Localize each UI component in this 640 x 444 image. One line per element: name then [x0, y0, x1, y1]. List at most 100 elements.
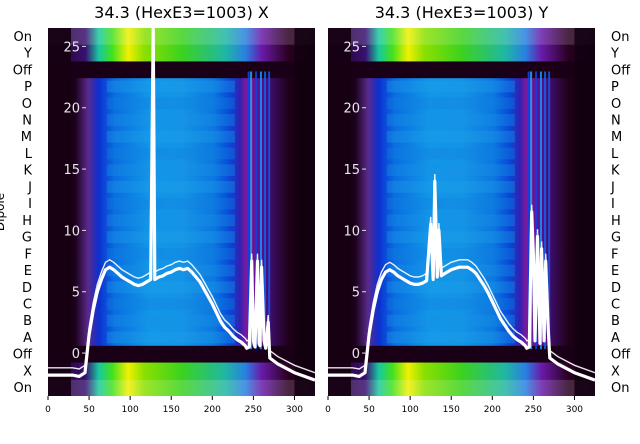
x-tick-label: 250 — [245, 405, 262, 415]
y-tick-label: B — [611, 314, 620, 329]
y-tick-label: X — [611, 364, 620, 379]
heatmap-row-off — [328, 61, 595, 79]
heatmap-cell — [386, 147, 515, 160]
y-tick-label: E — [24, 264, 32, 279]
y-tick-label: M — [611, 130, 622, 145]
y-tick-label: O — [22, 97, 32, 112]
x-tick-label: 300 — [286, 405, 303, 415]
heatmap-cell — [386, 80, 515, 93]
overlay-series-line — [328, 173, 595, 374]
heatmap-cell — [386, 197, 515, 210]
y-tick-label: J — [610, 180, 615, 195]
heatmap-row-on — [328, 379, 595, 396]
heatmap-cell — [106, 331, 235, 344]
heatmap-row-y — [328, 44, 595, 63]
y-tick-label: K — [611, 164, 620, 179]
heatmap-streak — [264, 71, 267, 350]
y-tick-label: O — [611, 97, 621, 112]
y-tick-label: L — [611, 147, 619, 162]
heatmap-row-x — [328, 362, 595, 380]
y-tick-label: D — [22, 281, 32, 296]
x-tick-label: 100 — [122, 405, 139, 415]
heatmap-panel-2 — [328, 28, 595, 396]
heatmap-row-x — [48, 362, 315, 380]
heatmap-dark-column — [48, 28, 72, 396]
overlay-tick-label: 10 — [63, 224, 80, 239]
overlay-tick-label: 25 — [343, 40, 360, 55]
x-tick-label: 200 — [484, 405, 501, 415]
x-tick-label: 0 — [325, 405, 331, 415]
heatmap-cell — [106, 130, 235, 143]
overlay-tick-label: 20 — [63, 102, 80, 117]
chart-title: 34.3 (HexE3=1003) X — [94, 3, 269, 22]
heatmap-panel-1 — [48, 28, 315, 396]
heatmap-dark-column — [328, 28, 352, 396]
y-tick-label: P — [611, 80, 619, 95]
x-tick-label: 50 — [363, 405, 375, 415]
heatmap-cell — [386, 314, 515, 327]
x-tick-label: 100 — [402, 405, 419, 415]
x-tick-label: 150 — [163, 405, 180, 415]
x-tick-label: 50 — [83, 405, 95, 415]
heatmap-dark-column — [574, 28, 595, 396]
x-tick-label: 150 — [443, 405, 460, 415]
heatmap-streak — [527, 71, 530, 350]
x-tick-label: 0 — [45, 405, 51, 415]
y-tick-label: A — [611, 331, 620, 346]
heatmap-row-on — [328, 28, 595, 46]
y-tick-label: A — [23, 331, 32, 346]
heatmap-cell — [106, 197, 235, 210]
overlay-tick-label: 5 — [352, 286, 360, 301]
y-tick-label: On — [611, 30, 629, 45]
y-tick-label: D — [611, 281, 621, 296]
y-tick-label: On — [14, 381, 32, 396]
overlay-tick-label: 20 — [343, 102, 360, 117]
y-tick-label: I — [611, 197, 615, 212]
heatmap-cell — [386, 114, 515, 126]
heatmap-row-on — [48, 379, 315, 396]
heatmap-cell — [386, 181, 515, 193]
heatmap-streak — [247, 71, 250, 350]
overlay-tick-label: 0 — [72, 347, 80, 362]
heatmap-row-off — [328, 345, 595, 364]
heatmap-streak — [268, 71, 271, 350]
y-tick-label: F — [25, 247, 32, 262]
y-tick-label: N — [611, 114, 621, 129]
overlay-series-line — [48, 28, 315, 374]
heatmap-cell — [106, 114, 235, 126]
y-tick-label: Off — [13, 63, 33, 78]
heatmap-cell — [106, 247, 235, 260]
y-tick-label: L — [25, 147, 33, 162]
overlay-tick-label: 0 — [352, 347, 360, 362]
heatmap-row-off — [48, 61, 315, 79]
y-tick-label: M — [21, 130, 32, 145]
y-tick-label: C — [23, 298, 32, 313]
heatmap-cell — [106, 214, 235, 227]
heatmap-cell — [386, 97, 515, 110]
y-tick-label: Off — [13, 348, 33, 363]
heatmap-row-y — [48, 44, 315, 63]
heatmap-cell — [386, 231, 515, 243]
heatmap-cell — [386, 247, 515, 260]
x-tick-label: 300 — [566, 405, 583, 415]
heatmap-cell — [386, 214, 515, 227]
y-axis-label: Dipole — [0, 193, 7, 231]
overlay-tick-label: 25 — [63, 40, 80, 55]
heatmap-dark-column — [294, 28, 315, 396]
chart-title: 34.3 (HexE3=1003) Y — [375, 3, 549, 22]
y-tick-label: X — [23, 364, 32, 379]
heatmap-row-off — [48, 345, 315, 364]
heatmap-cell — [106, 80, 235, 93]
y-tick-label: I — [28, 197, 32, 212]
y-tick-label: J — [27, 180, 32, 195]
heatmap-streak — [259, 71, 262, 350]
overlay-tick-label: 5 — [72, 286, 80, 301]
heatmap-streak — [250, 71, 253, 350]
overlay-tick-label: 10 — [343, 224, 360, 239]
heatmap-streak — [535, 71, 538, 350]
heatmap-streak — [255, 71, 258, 350]
heatmap-cell — [106, 314, 235, 327]
y-tick-label: On — [14, 30, 32, 45]
x-tick-label: 200 — [204, 405, 221, 415]
